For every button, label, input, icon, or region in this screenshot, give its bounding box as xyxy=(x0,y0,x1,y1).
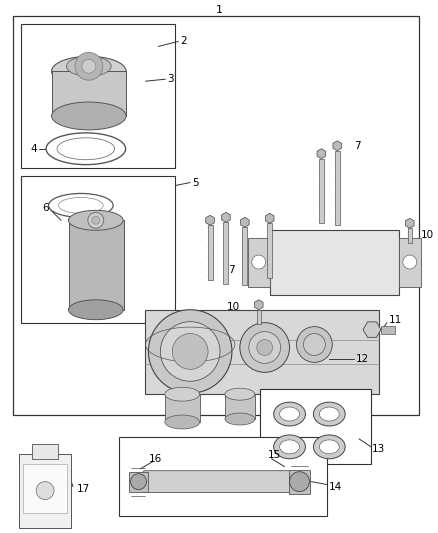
Ellipse shape xyxy=(319,440,339,454)
Ellipse shape xyxy=(57,138,115,160)
Circle shape xyxy=(75,52,103,80)
Bar xyxy=(260,389,371,464)
Bar xyxy=(21,23,175,168)
Ellipse shape xyxy=(314,435,345,459)
Circle shape xyxy=(160,321,220,381)
Bar xyxy=(381,326,395,334)
Ellipse shape xyxy=(165,387,200,401)
Bar xyxy=(52,71,126,116)
Ellipse shape xyxy=(274,402,305,426)
Circle shape xyxy=(131,474,146,490)
Ellipse shape xyxy=(52,102,126,130)
Text: 9: 9 xyxy=(278,263,284,273)
Text: 12: 12 xyxy=(356,354,369,365)
Ellipse shape xyxy=(274,435,305,459)
Text: 15: 15 xyxy=(268,450,281,460)
Ellipse shape xyxy=(279,407,300,421)
Circle shape xyxy=(36,482,54,499)
Text: 10: 10 xyxy=(421,230,434,240)
Circle shape xyxy=(403,255,417,269)
Bar xyxy=(119,437,327,516)
Text: 7: 7 xyxy=(354,141,361,151)
Circle shape xyxy=(240,322,290,373)
Text: 7: 7 xyxy=(228,265,235,275)
Bar xyxy=(13,15,419,415)
Text: 1: 1 xyxy=(215,5,223,14)
Text: 4: 4 xyxy=(31,144,37,154)
Bar xyxy=(23,464,67,513)
Bar xyxy=(319,159,324,223)
Circle shape xyxy=(92,216,100,224)
Ellipse shape xyxy=(225,388,255,400)
Bar xyxy=(145,310,379,394)
Circle shape xyxy=(252,255,266,269)
Ellipse shape xyxy=(68,211,123,230)
Ellipse shape xyxy=(225,413,255,425)
Text: 2: 2 xyxy=(180,36,187,46)
Bar xyxy=(267,223,272,278)
Circle shape xyxy=(172,334,208,369)
Ellipse shape xyxy=(319,407,339,421)
Text: 5: 5 xyxy=(192,177,199,188)
Circle shape xyxy=(304,334,325,356)
Text: 11: 11 xyxy=(389,314,402,325)
Text: 6: 6 xyxy=(42,204,49,213)
Text: 10: 10 xyxy=(227,302,240,312)
Bar xyxy=(32,444,58,459)
Ellipse shape xyxy=(67,56,111,76)
Ellipse shape xyxy=(68,300,123,320)
Ellipse shape xyxy=(314,402,345,426)
Ellipse shape xyxy=(49,193,113,217)
Bar xyxy=(248,238,270,287)
Bar xyxy=(223,222,229,284)
Text: 8: 8 xyxy=(258,267,265,277)
Ellipse shape xyxy=(279,440,300,454)
Ellipse shape xyxy=(59,197,103,213)
Bar xyxy=(335,151,340,225)
Bar xyxy=(129,472,148,491)
Bar xyxy=(225,394,255,419)
Bar xyxy=(289,470,311,494)
Ellipse shape xyxy=(46,133,126,165)
Circle shape xyxy=(297,327,332,362)
Circle shape xyxy=(82,59,96,73)
Text: 14: 14 xyxy=(329,482,343,491)
Bar xyxy=(242,227,247,285)
Circle shape xyxy=(249,332,281,364)
Circle shape xyxy=(290,472,309,491)
Text: 13: 13 xyxy=(372,444,385,454)
Bar xyxy=(399,238,421,287)
Text: 16: 16 xyxy=(148,454,162,464)
Ellipse shape xyxy=(165,415,200,429)
Bar xyxy=(270,230,399,295)
FancyBboxPatch shape xyxy=(142,471,293,492)
Text: 17: 17 xyxy=(77,483,90,494)
Bar xyxy=(408,228,412,243)
Bar xyxy=(19,454,71,528)
Circle shape xyxy=(148,310,232,393)
Bar xyxy=(165,394,200,422)
Bar xyxy=(208,225,212,280)
Circle shape xyxy=(88,212,104,228)
Bar xyxy=(257,310,261,324)
Text: 3: 3 xyxy=(167,74,174,84)
Bar xyxy=(21,175,175,322)
Ellipse shape xyxy=(52,56,126,86)
Circle shape xyxy=(257,340,273,356)
Bar xyxy=(69,220,124,310)
